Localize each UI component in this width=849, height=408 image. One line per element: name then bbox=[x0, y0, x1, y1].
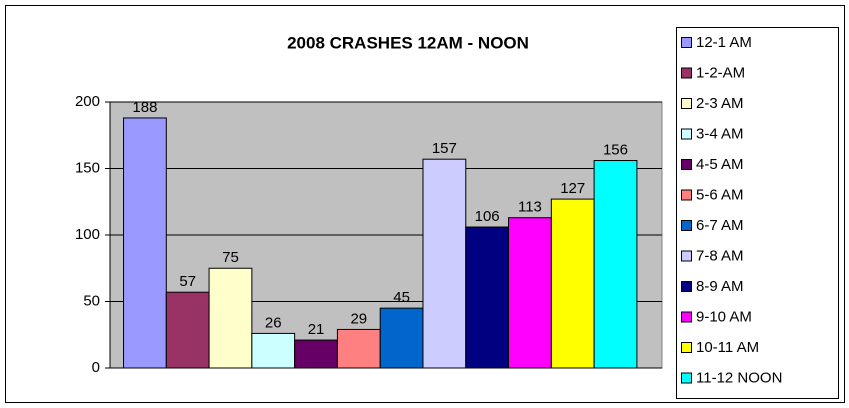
legend-swatch bbox=[681, 67, 692, 79]
bar bbox=[593, 160, 638, 369]
legend-swatch bbox=[681, 159, 692, 170]
data-label: 156 bbox=[603, 141, 628, 158]
legend-label: 2-3 AM bbox=[696, 95, 744, 112]
legend-label: 1-2-AM bbox=[696, 64, 745, 81]
y-tick-label: 100 bbox=[75, 226, 100, 243]
y-tick-label: 200 bbox=[75, 93, 100, 110]
bar bbox=[208, 267, 253, 369]
legend-label: 9-10 AM bbox=[696, 308, 752, 325]
data-label: 157 bbox=[432, 140, 457, 157]
bar bbox=[123, 117, 167, 369]
data-label: 75 bbox=[222, 249, 239, 266]
data-label: 45 bbox=[393, 289, 410, 306]
data-label: 57 bbox=[179, 273, 196, 290]
bar bbox=[294, 339, 338, 369]
legend-swatch bbox=[681, 189, 692, 201]
legend-swatch bbox=[681, 372, 692, 384]
legend-label: 5-6 AM bbox=[696, 186, 744, 203]
data-label: 29 bbox=[350, 310, 367, 327]
bar bbox=[251, 332, 296, 369]
data-label: 21 bbox=[308, 321, 325, 338]
bar bbox=[465, 226, 510, 369]
legend-label: 10-11 AM bbox=[696, 339, 759, 356]
data-label: 188 bbox=[132, 99, 157, 116]
legend-swatch bbox=[681, 98, 692, 109]
legend-swatch bbox=[681, 37, 692, 48]
legend-label: 6-7 AM bbox=[696, 217, 744, 234]
data-label: 113 bbox=[518, 199, 542, 216]
data-label: 26 bbox=[265, 314, 282, 331]
bar bbox=[508, 217, 552, 369]
bar bbox=[165, 291, 210, 369]
legend-swatch bbox=[681, 250, 692, 262]
data-label: 106 bbox=[475, 208, 500, 225]
legend-swatch bbox=[681, 342, 692, 353]
bar bbox=[379, 307, 424, 369]
legend-swatch bbox=[681, 311, 692, 323]
legend-swatch bbox=[681, 128, 692, 140]
legend-label: 4-5 AM bbox=[696, 156, 744, 173]
legend-box bbox=[676, 27, 839, 399]
legend-label: 3-4 AM bbox=[696, 125, 744, 142]
legend-label: 7-8 AM bbox=[696, 247, 744, 264]
bar bbox=[422, 158, 467, 369]
y-tick-label: 150 bbox=[75, 159, 100, 176]
legend-swatch bbox=[681, 220, 692, 231]
bar bbox=[550, 198, 595, 369]
y-tick-label: 50 bbox=[83, 292, 100, 309]
y-tick-label: 0 bbox=[92, 359, 100, 376]
chart-title: 2008 CRASHES 12AM - NOON bbox=[287, 33, 529, 52]
data-label: 127 bbox=[560, 180, 585, 197]
legend-swatch bbox=[681, 281, 692, 292]
bar bbox=[336, 328, 381, 369]
legend-label: 8-9 AM bbox=[696, 278, 744, 295]
legend-label: 12-1 AM bbox=[696, 34, 752, 51]
legend-label: 11-12 NOON bbox=[696, 369, 782, 386]
